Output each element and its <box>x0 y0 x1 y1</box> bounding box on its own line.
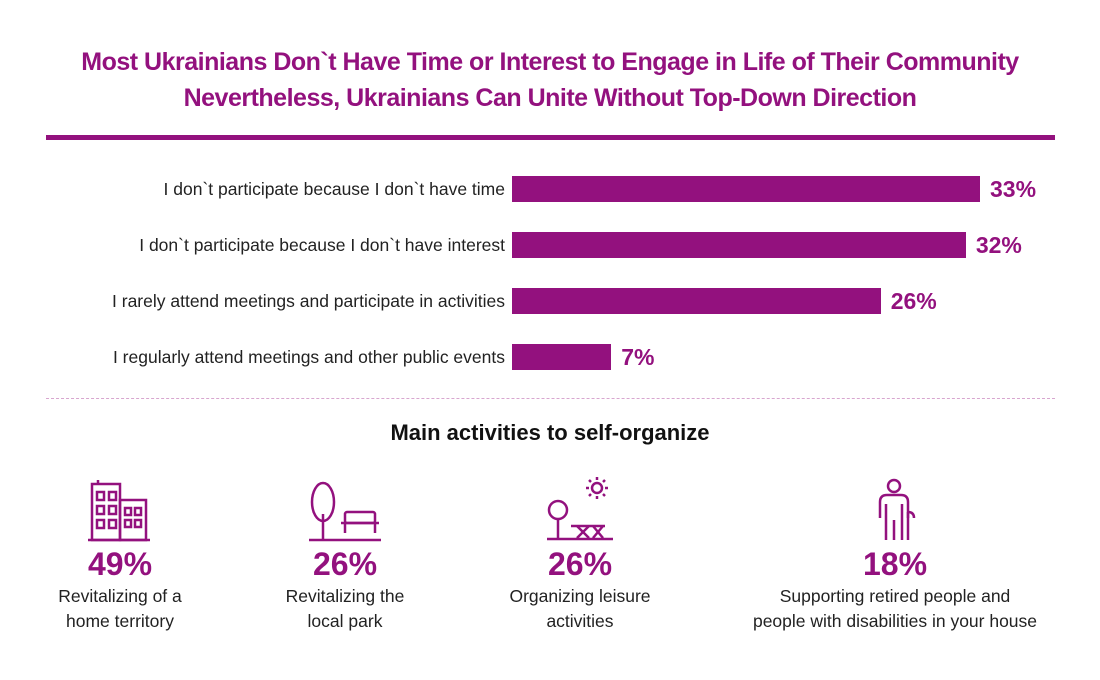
chart-title-line-1: Most Ukrainians Don`t Have Time or Inter… <box>81 48 1019 76</box>
bar-value-label: 32% <box>975 232 1022 258</box>
bar-category-label: I don`t participate because I don`t have… <box>163 179 505 199</box>
bar-value-label: 7% <box>621 344 655 370</box>
activity-label-line-2: people with disabilities in your house <box>752 611 1038 631</box>
bar-category-label: I don`t participate because I don`t have… <box>139 235 505 255</box>
activity-home-territory: 49% Revitalizing of a home territory <box>40 470 200 634</box>
activity-label-line-2: home territory <box>66 611 174 631</box>
activities-heading: Main activities to self-organize <box>390 420 710 445</box>
bar-value-label: 26% <box>890 288 937 314</box>
activity-percent: 26% <box>312 546 378 582</box>
bar <box>512 232 966 258</box>
activity-label-line-1: Organizing leisure <box>509 586 651 606</box>
bar <box>512 344 612 370</box>
activity-label-line-1: Revitalizing the <box>285 586 405 606</box>
elderly-person-cane-icon <box>720 470 1070 542</box>
activity-local-park: 26% Revitalizing the local park <box>255 470 435 634</box>
activity-label-line-1: Revitalizing of a <box>58 586 182 606</box>
park-tree-bench-icon <box>255 470 435 542</box>
title-divider <box>46 135 1055 140</box>
bar-value-label: 33% <box>990 176 1037 202</box>
bar <box>512 176 980 202</box>
activity-percent: 18% <box>862 546 928 582</box>
chart-title-line-2: Nevertheless, Ukrainians Can Unite Witho… <box>183 84 917 112</box>
bar-category-label: I regularly attend meetings and other pu… <box>112 347 505 367</box>
apartment-building-icon <box>40 470 200 542</box>
activity-label-line-1: Supporting retired people and <box>779 586 1011 606</box>
activity-percent: 49% <box>87 546 153 582</box>
section-divider <box>46 398 1055 399</box>
activity-supporting-retired: 18% Supporting retired people and people… <box>720 470 1070 634</box>
activity-percent: 26% <box>547 546 613 582</box>
activity-leisure: 26% Organizing leisure activities <box>480 470 680 634</box>
bar-category-label: I rarely attend meetings and participate… <box>112 291 505 311</box>
activity-label-line-2: activities <box>546 611 614 631</box>
activity-label-line-2: local park <box>307 611 383 631</box>
picnic-table-sun-icon <box>480 470 680 542</box>
bar <box>512 288 881 314</box>
